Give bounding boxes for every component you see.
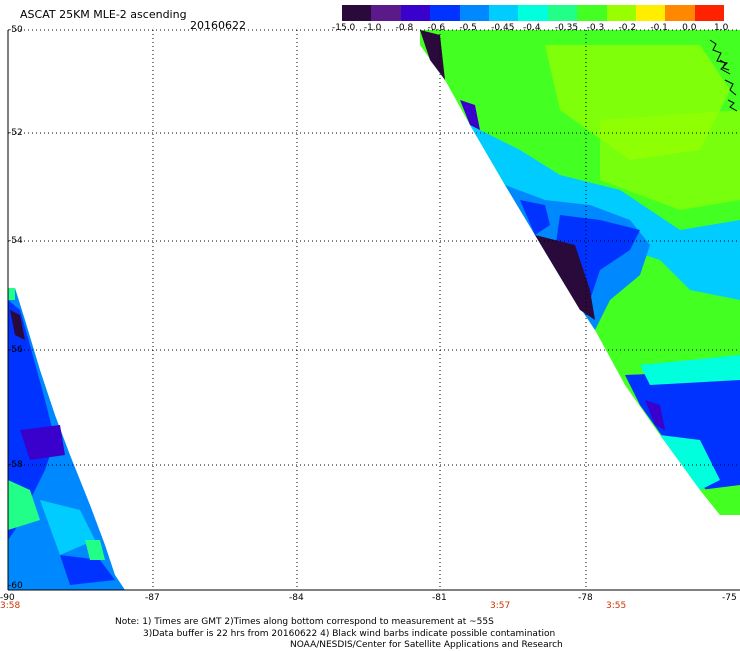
lon-label: -90 <box>0 593 15 603</box>
colorbar-swatch <box>518 5 548 21</box>
colorbar-tick-label: -0.4 <box>523 23 541 33</box>
lon-label: -87 <box>145 593 160 603</box>
colorbar-swatch <box>488 5 519 21</box>
swath-right <box>420 30 740 515</box>
time-label: 3:57 <box>490 601 511 611</box>
colorbar-swatch <box>694 5 725 21</box>
colorbar-tick-label: -0.5 <box>459 23 477 33</box>
colorbar-swatch <box>635 5 666 21</box>
colorbar-tick-label: -0.2 <box>618 23 637 33</box>
swath-left <box>8 288 125 590</box>
colorbar-swatch <box>430 5 460 21</box>
colorbar-swatch <box>342 5 372 21</box>
colorbar-tick-label: 0.0 <box>682 23 697 33</box>
colorbar-tick-label: -0.3 <box>586 23 605 33</box>
colorbar-swatch <box>577 5 607 21</box>
time-label: 3:55 <box>606 601 627 611</box>
lat-label: -56 <box>8 345 23 355</box>
note-line-3: NOAA/NESDIS/Center for Satellite Applica… <box>290 640 563 650</box>
map-frame <box>7 29 740 591</box>
map-date: 20160622 <box>190 19 246 32</box>
colorbar-swatch <box>371 5 401 21</box>
gridlines <box>8 30 740 590</box>
colorbar-tick-label: -0.35 <box>554 23 579 33</box>
colorbar-tick-label: -0.1 <box>650 23 668 33</box>
lat-label: -60 <box>8 581 23 591</box>
lat-label: -52 <box>8 128 23 138</box>
colorbar-tick-label: 1.0 <box>714 23 729 33</box>
coastline <box>709 39 738 112</box>
colorbar-swatch <box>459 5 489 21</box>
colorbar-swatch <box>665 5 695 21</box>
lat-label: -58 <box>8 460 23 470</box>
lon-label: -75 <box>722 593 737 603</box>
colorbar-swatch <box>547 5 578 21</box>
lat-label: -50 <box>8 25 23 35</box>
lat-label: -54 <box>8 236 23 246</box>
lon-label: -78 <box>578 593 593 603</box>
lon-label: -84 <box>289 593 304 603</box>
colorbar-tick-label: -0.8 <box>395 23 414 33</box>
note-line-1: Note: 1) Times are GMT 2)Times along bot… <box>115 617 494 627</box>
map-title: ASCAT 25KM MLE-2 ascending <box>20 8 187 21</box>
lon-label: -81 <box>432 593 447 603</box>
colorbar-tick-label: -1.0 <box>363 23 382 33</box>
time-label: 3:58 <box>0 601 21 611</box>
colorbar-tick-label: -0.45 <box>491 23 515 33</box>
colorbar-tick-label: -15.0 <box>332 23 356 33</box>
note-line-2: 3)Data buffer is 22 hrs from 20160622 4)… <box>143 629 556 639</box>
colorbar-tick-label: -0.6 <box>427 23 446 33</box>
colorbar-swatch <box>400 5 431 21</box>
colorbar-swatch <box>606 5 636 21</box>
colorbar <box>342 5 725 21</box>
